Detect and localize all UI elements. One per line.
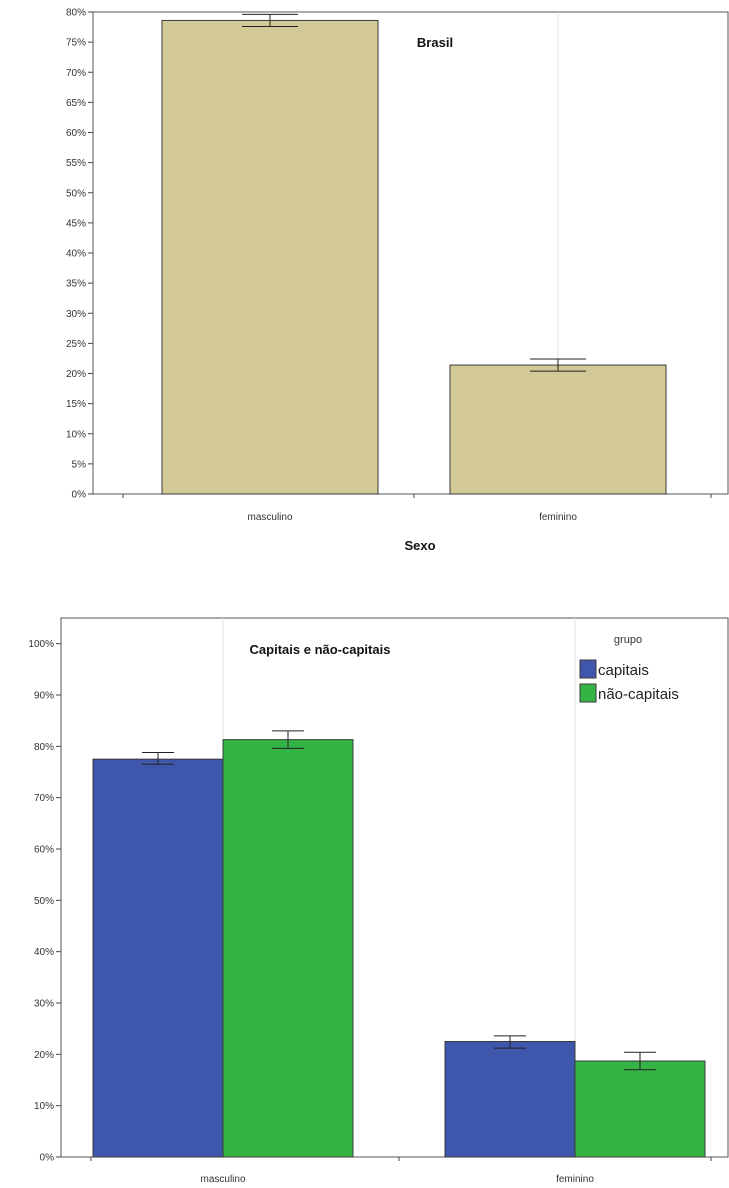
bar-1-1-1 xyxy=(574,1060,706,1158)
y-tick-label: 50% xyxy=(34,896,54,907)
y-tick-label: 60% xyxy=(34,845,54,856)
legend-label: capitais xyxy=(598,662,649,679)
bar-0-0-1 xyxy=(449,364,667,495)
y-tick-label: 75% xyxy=(66,38,86,49)
legend-swatch-0 xyxy=(579,659,597,679)
y-tick-label: 10% xyxy=(34,1101,54,1112)
bar-1-0-0 xyxy=(92,758,224,1158)
y-tick-label: 80% xyxy=(66,8,86,19)
y-tick-label: 65% xyxy=(66,98,86,109)
y-tick-label: 80% xyxy=(34,742,54,753)
x-tick-label: feminino xyxy=(539,512,577,523)
y-tick-label: 20% xyxy=(66,369,86,380)
y-tick-label: 40% xyxy=(34,947,54,958)
bar-1-0-1 xyxy=(444,1041,576,1158)
y-tick-label: 30% xyxy=(66,309,86,320)
y-tick-label: 50% xyxy=(66,188,86,199)
y-tick-label: 40% xyxy=(66,249,86,260)
x-tick-label: masculino xyxy=(247,512,292,523)
legend-title: grupo xyxy=(614,634,642,646)
x-tick-label: masculino xyxy=(200,1174,245,1185)
y-tick-label: 55% xyxy=(66,158,86,169)
x-tick-label: feminino xyxy=(556,1174,594,1185)
chart-title: Brasil xyxy=(417,35,453,50)
y-tick-label: 0% xyxy=(72,490,87,501)
y-tick-label: 10% xyxy=(66,429,86,440)
y-tick-label: 70% xyxy=(66,68,86,79)
y-tick-label: 35% xyxy=(66,279,86,290)
y-tick-label: 45% xyxy=(66,218,86,229)
y-tick-label: 70% xyxy=(34,793,54,804)
legend-label: não-capitais xyxy=(598,686,679,703)
bar-1-1-0 xyxy=(222,739,354,1158)
x-axis-title: Sexo xyxy=(404,538,435,553)
y-tick-label: 0% xyxy=(40,1153,55,1164)
y-tick-label: 30% xyxy=(34,999,54,1010)
y-tick-label: 60% xyxy=(66,128,86,139)
legend-swatch-1 xyxy=(579,683,597,703)
y-tick-label: 5% xyxy=(72,459,87,470)
y-tick-label: 100% xyxy=(28,639,54,650)
bar-0-0-0 xyxy=(161,19,379,495)
chart-title: Capitais e não-capitais xyxy=(250,642,391,657)
y-tick-label: 90% xyxy=(34,691,54,702)
y-tick-label: 20% xyxy=(34,1050,54,1061)
y-tick-label: 25% xyxy=(66,339,86,350)
y-tick-label: 15% xyxy=(66,399,86,410)
